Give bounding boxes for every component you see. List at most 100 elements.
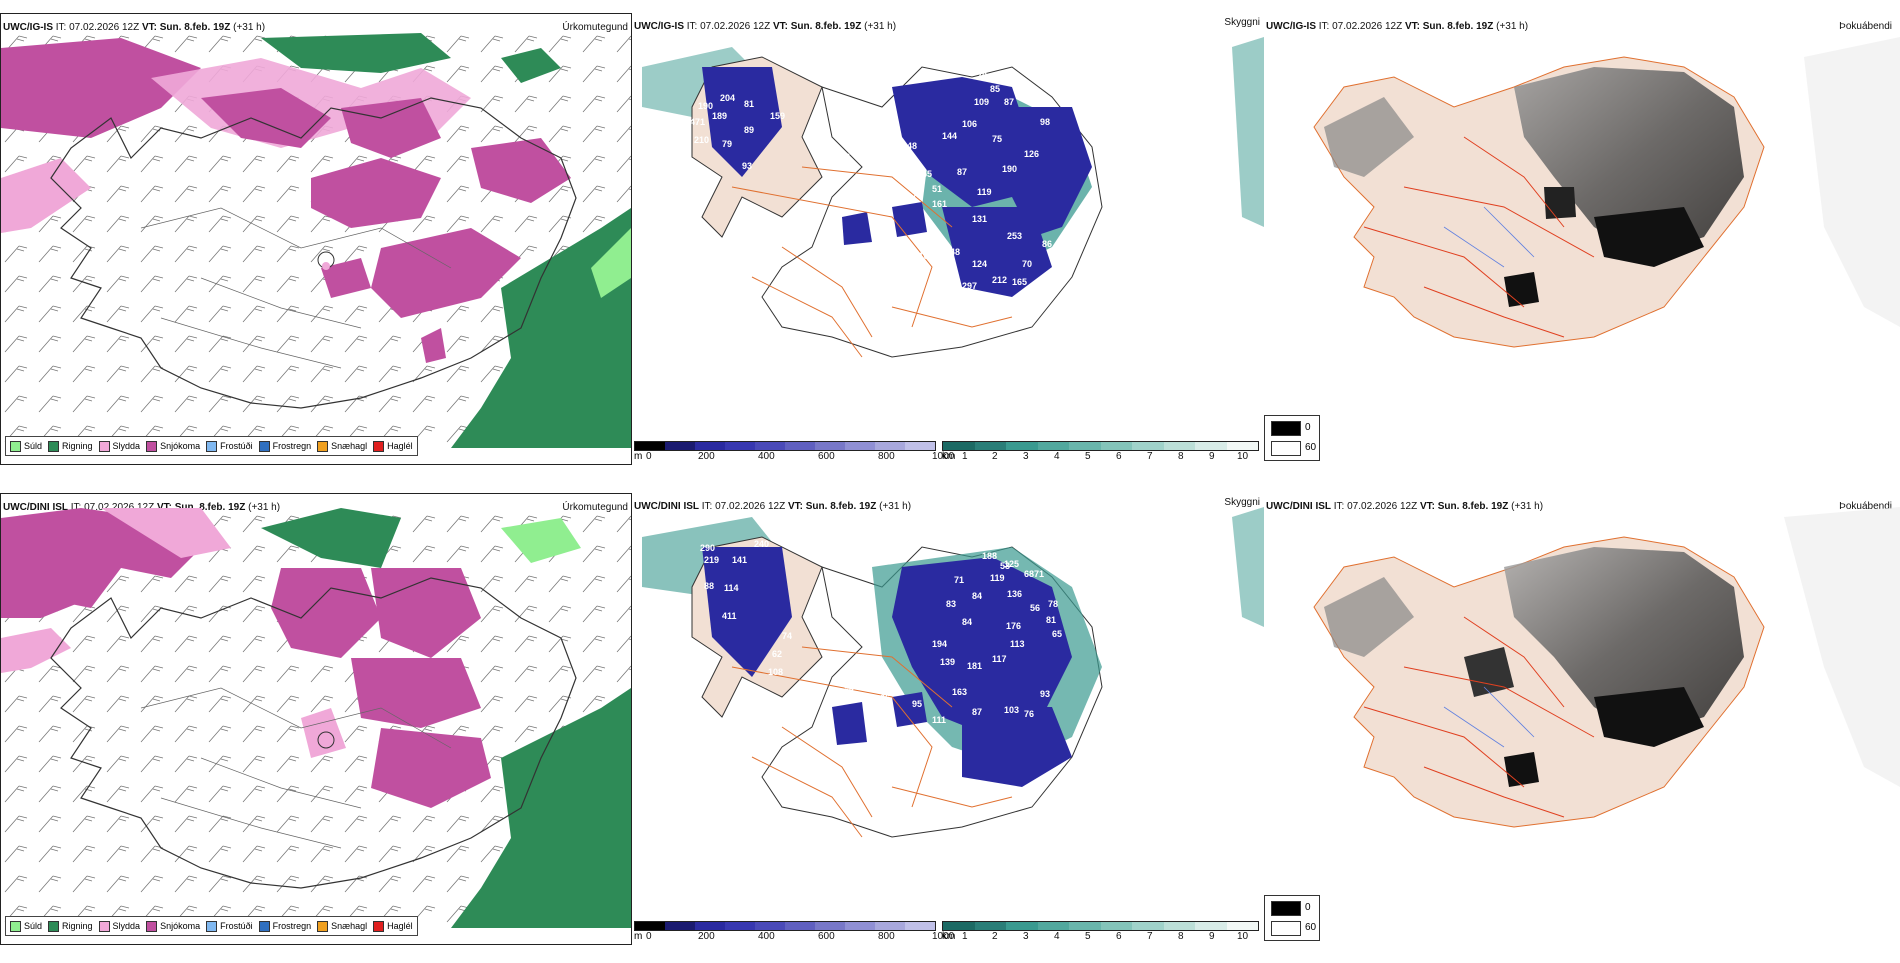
svg-text:117: 117 xyxy=(992,654,1007,664)
ceiling-colorbar xyxy=(634,921,936,931)
svg-text:115: 115 xyxy=(832,269,847,279)
visibility-colorbar xyxy=(942,921,1259,931)
svg-text:176: 176 xyxy=(1006,621,1021,631)
panel-header: UWC/IG-IS IT: 07.02.2026 12Z VT: Sun. 8.… xyxy=(634,21,897,32)
row-dini-isl: UWC/DINI ISL IT: 07.02.2026 12Z VT: Sun.… xyxy=(0,493,1900,963)
svg-text:126: 126 xyxy=(1024,149,1039,159)
precip-map xyxy=(1,28,631,448)
svg-text:163: 163 xyxy=(952,687,967,697)
svg-text:78: 78 xyxy=(1048,599,1058,609)
svg-text:165: 165 xyxy=(1012,277,1027,287)
svg-text:56: 56 xyxy=(1030,603,1040,613)
legend-item: Súld xyxy=(10,440,42,452)
svg-text:219: 219 xyxy=(704,555,719,565)
legend-item: Slydda xyxy=(98,920,140,932)
svg-text:88: 88 xyxy=(704,581,714,591)
legend-item: Snjókoma xyxy=(146,440,200,452)
fog-legend: 0 60 xyxy=(1264,415,1320,461)
panel-title: Þokuábendi xyxy=(1839,501,1892,512)
fog-map xyxy=(1313,507,1900,828)
svg-text:71: 71 xyxy=(954,575,964,585)
svg-text:204: 204 xyxy=(720,93,735,103)
svg-text:144: 144 xyxy=(942,131,957,141)
svg-text:159: 159 xyxy=(770,111,785,121)
svg-text:139: 139 xyxy=(940,657,955,667)
svg-text:75: 75 xyxy=(992,134,1002,144)
svg-text:190: 190 xyxy=(1002,164,1017,174)
svg-text:161: 161 xyxy=(932,199,947,209)
legend-item: Haglél xyxy=(373,440,413,452)
fog-panel: UWC/IG-IS IT: 07.02.2026 12Z VT: Sun. 8.… xyxy=(1264,13,1900,465)
legend-item: Snæhagl xyxy=(317,920,367,932)
precip-map xyxy=(1,508,631,928)
svg-text:86: 86 xyxy=(1042,239,1052,249)
legend-item: Rigning xyxy=(48,440,93,452)
visibility-colorbar xyxy=(942,441,1259,451)
panel-title: Þokuábendi xyxy=(1839,21,1892,32)
svg-text:98: 98 xyxy=(1040,117,1050,127)
fog-panel: UWC/DINI ISL IT: 07.02.2026 12Z VT: Sun.… xyxy=(1264,493,1900,945)
panel-header: UWC/IG-IS IT: 07.02.2026 12Z VT: Sun. 8.… xyxy=(3,22,266,33)
svg-text:131: 131 xyxy=(972,214,987,224)
svg-text:471: 471 xyxy=(690,117,705,127)
svg-text:297: 297 xyxy=(962,281,977,291)
panel-header: UWC/DINI ISL IT: 07.02.2026 12Z VT: Sun.… xyxy=(3,502,281,513)
panel-title: Skyggni xyxy=(1224,17,1260,28)
svg-text:76: 76 xyxy=(1024,709,1034,719)
svg-text:141: 141 xyxy=(732,555,747,565)
svg-text:65: 65 xyxy=(1052,629,1062,639)
svg-text:79: 79 xyxy=(722,139,732,149)
svg-text:188: 188 xyxy=(982,551,997,561)
svg-text:136: 136 xyxy=(1007,589,1022,599)
visibility-panel: UWC/DINI ISL IT: 07.02.2026 12Z VT: Sun.… xyxy=(632,493,1264,945)
precip-type-panel: UWC/DINI ISL IT: 07.02.2026 12Z VT: Sun.… xyxy=(0,493,632,945)
panel-title: Skyggni xyxy=(1224,497,1260,508)
panel-title: Úrkomutegund xyxy=(562,22,628,33)
svg-text:66: 66 xyxy=(880,693,890,703)
svg-text:84: 84 xyxy=(962,617,972,627)
svg-text:74: 74 xyxy=(912,191,922,201)
svg-text:108: 108 xyxy=(768,667,783,677)
svg-text:85: 85 xyxy=(990,84,1000,94)
svg-text:124: 124 xyxy=(972,259,987,269)
fog-map xyxy=(1313,37,1900,348)
svg-text:93: 93 xyxy=(1040,689,1050,699)
row-ig-is: UWC/IG-IS IT: 07.02.2026 12Z VT: Sun. 8.… xyxy=(0,13,1900,483)
colorbars: m 0 200 400 600 800 1000 km 1 2 3 4 5 6 … xyxy=(632,921,1264,945)
precip-legend: Súld Rigning Slydda Snjókoma Frostúði Fr… xyxy=(5,436,418,456)
legend-item: Rigning xyxy=(48,920,93,932)
svg-text:411: 411 xyxy=(722,611,737,621)
svg-text:194: 194 xyxy=(932,639,947,649)
svg-text:51: 51 xyxy=(932,184,942,194)
svg-text:119: 119 xyxy=(990,573,1005,583)
panel-header: UWC/IG-IS IT: 07.02.2026 12Z VT: Sun. 8.… xyxy=(1266,21,1529,32)
ceiling-colorbar xyxy=(634,441,936,451)
panel-header: UWC/DINI ISL IT: 07.02.2026 12Z VT: Sun.… xyxy=(634,501,912,512)
cloud-values: 78 85 109 87 98 106 144 75 126 190 87 11… xyxy=(690,71,1052,291)
svg-text:6871: 6871 xyxy=(1024,569,1044,579)
colorbars: m 0 200 400 600 800 1000 km 1 2 3 4 5 6 … xyxy=(632,441,1264,465)
svg-text:106: 106 xyxy=(962,119,977,129)
svg-text:43: 43 xyxy=(840,152,850,162)
svg-text:253: 253 xyxy=(1007,231,1022,241)
legend-item: Frostúði xyxy=(206,920,253,932)
svg-text:154: 154 xyxy=(932,247,947,257)
precip-legend: Súld Rigning Slydda Snjókoma Frostúði Fr… xyxy=(5,916,418,936)
svg-text:93: 93 xyxy=(742,161,752,171)
svg-text:62: 62 xyxy=(772,649,782,659)
svg-text:96: 96 xyxy=(842,695,852,705)
legend-item: Snæhagl xyxy=(317,440,367,452)
panel-header: UWC/DINI ISL IT: 07.02.2026 12Z VT: Sun.… xyxy=(1266,501,1544,512)
svg-text:74: 74 xyxy=(782,631,792,641)
precip-type-panel: UWC/IG-IS IT: 07.02.2026 12Z VT: Sun. 8.… xyxy=(0,13,632,465)
svg-text:210: 210 xyxy=(694,135,709,145)
svg-text:81: 81 xyxy=(744,99,754,109)
svg-text:43: 43 xyxy=(854,129,864,139)
legend-item: Frostregn xyxy=(258,920,311,932)
svg-text:125: 125 xyxy=(1004,559,1019,569)
svg-text:290: 290 xyxy=(700,543,715,553)
visibility-panel: UWC/IG-IS IT: 07.02.2026 12Z VT: Sun. 8.… xyxy=(632,13,1264,465)
svg-text:87: 87 xyxy=(957,167,967,177)
svg-text:84: 84 xyxy=(972,591,982,601)
legend-item: Frostúði xyxy=(206,440,253,452)
